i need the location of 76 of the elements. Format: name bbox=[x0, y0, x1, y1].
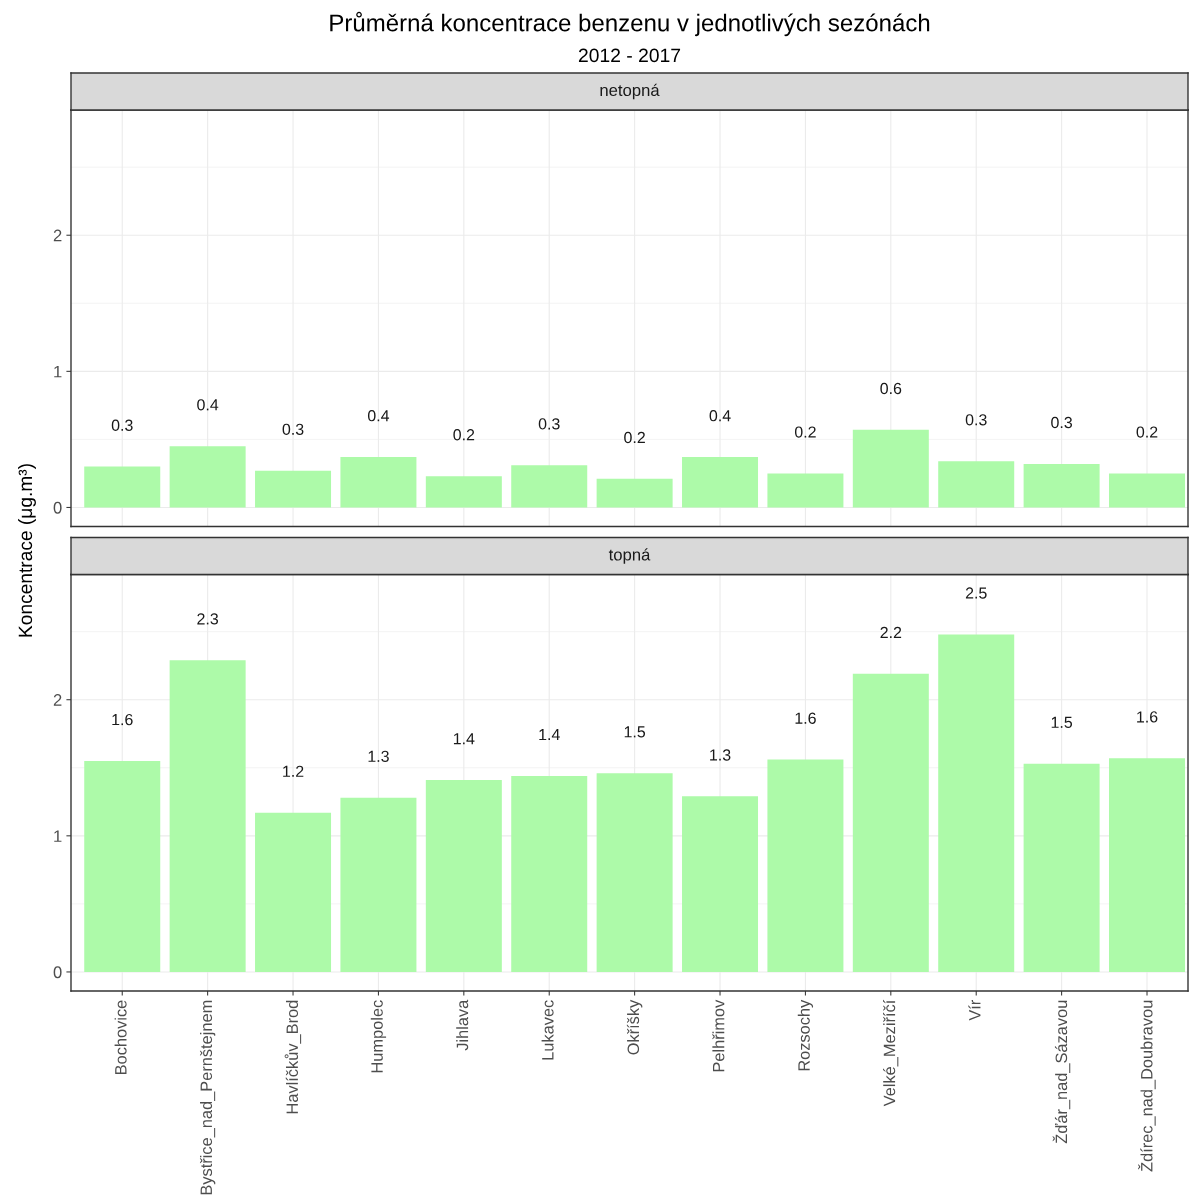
x-tick-label: Jihlava bbox=[456, 999, 469, 1051]
x-tick-label: Humpolec bbox=[370, 1000, 387, 1073]
data-label: 2.5 bbox=[965, 587, 987, 599]
x-tick-label: Bochovice bbox=[114, 1000, 127, 1075]
bar bbox=[767, 759, 844, 972]
data-label: 2.2 bbox=[880, 626, 902, 638]
data-label: 0.2 bbox=[1136, 426, 1158, 438]
bar bbox=[255, 470, 332, 508]
bar bbox=[1109, 473, 1186, 508]
bar bbox=[852, 673, 929, 972]
data-label: 1.4 bbox=[453, 733, 475, 745]
bar bbox=[511, 465, 588, 508]
bar bbox=[169, 446, 246, 508]
x-tick-label: Rozsochy bbox=[797, 999, 814, 1071]
bar bbox=[340, 457, 417, 508]
data-label: 1.4 bbox=[539, 729, 560, 741]
data-label: 0.2 bbox=[794, 426, 816, 438]
bar bbox=[682, 457, 759, 508]
bar bbox=[425, 780, 502, 972]
x-tick-label: Vír bbox=[968, 1000, 981, 1021]
y-tick-label: 1 bbox=[54, 830, 62, 842]
data-label: 1.3 bbox=[368, 750, 389, 763]
data-label: 2.3 bbox=[197, 613, 219, 625]
bar bbox=[682, 796, 759, 972]
data-label: 0.3 bbox=[111, 419, 133, 431]
text: netopná bbox=[600, 83, 660, 100]
data-label: 1.6 bbox=[1137, 711, 1158, 723]
data-label: 1.3 bbox=[710, 749, 731, 761]
data-label: 1.6 bbox=[795, 712, 816, 724]
y-axis-title: Koncentrace (μg.m³) bbox=[18, 464, 36, 637]
data-label: 0.3 bbox=[1051, 416, 1073, 429]
x-tick-label: Lukavec bbox=[541, 1000, 554, 1060]
x-tick-label: Velké_Meziříčí bbox=[883, 999, 899, 1107]
x-tick-label: Bystřice_nad_Pernštejnem bbox=[199, 1000, 216, 1195]
data-label: 0.3 bbox=[538, 418, 560, 430]
x-tick-label: Žďár_nad_Sázavou bbox=[1052, 1000, 1071, 1144]
text: topná bbox=[608, 548, 651, 564]
bar bbox=[169, 660, 246, 972]
bar bbox=[340, 797, 417, 972]
data-label: 0.2 bbox=[624, 431, 645, 444]
bar bbox=[1023, 463, 1100, 508]
chart-subtitle: 2012 - 2017 bbox=[578, 48, 681, 63]
bar bbox=[1023, 763, 1100, 972]
chart-title: Průměrná koncentrace benzenu v jednotlivých sezónách bbox=[330, 11, 930, 37]
bar bbox=[596, 478, 673, 508]
data-label: 0.6 bbox=[880, 382, 902, 395]
data-label: 0.3 bbox=[965, 414, 987, 426]
bar bbox=[767, 473, 844, 508]
y-tick-label: 2 bbox=[53, 694, 62, 706]
bar bbox=[596, 773, 673, 972]
bar bbox=[938, 634, 1015, 972]
bar bbox=[511, 775, 588, 972]
bar bbox=[852, 429, 929, 508]
data-label: 1.6 bbox=[112, 713, 133, 726]
data-label: 0.3 bbox=[282, 423, 304, 435]
data-label: 0.4 bbox=[367, 410, 390, 422]
bar bbox=[1109, 758, 1186, 972]
data-label: 0.2 bbox=[453, 429, 475, 441]
bar bbox=[84, 466, 161, 508]
x-tick-label: Pelhřimov bbox=[712, 999, 725, 1072]
y-tick-label: 1 bbox=[54, 365, 62, 378]
data-label: 0.4 bbox=[197, 399, 219, 411]
x-tick-label: Okříšky bbox=[626, 999, 643, 1055]
bar bbox=[255, 812, 332, 972]
data-label: 1.5 bbox=[624, 726, 646, 738]
bar bbox=[425, 476, 502, 508]
y-tick-label: 0 bbox=[53, 966, 62, 979]
y-tick-label: 0 bbox=[53, 501, 62, 514]
y-tick-label: 2 bbox=[53, 229, 62, 242]
data-label: 1.2 bbox=[283, 765, 304, 777]
data-label: 0.4 bbox=[709, 410, 731, 422]
data-label: 1.5 bbox=[1051, 716, 1073, 728]
x-tick-label: Ždírec_nad_Doubravou bbox=[1138, 1000, 1156, 1172]
bar bbox=[84, 760, 161, 972]
bar bbox=[938, 461, 1015, 508]
x-tick-label: Havlíčkův_Brod bbox=[284, 1000, 302, 1114]
